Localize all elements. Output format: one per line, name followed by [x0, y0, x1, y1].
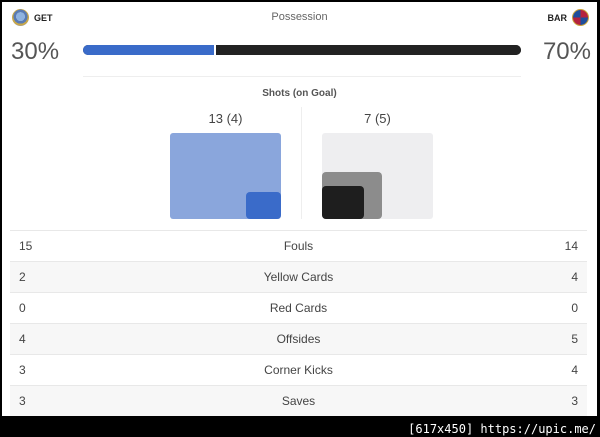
home-team: GET: [12, 9, 53, 26]
home-possession-pct: 30%: [11, 38, 60, 65]
possession-title: Possession: [271, 11, 328, 23]
stat-label: Fouls: [283, 239, 314, 253]
possession-bar-away: [214, 45, 521, 55]
stat-away-value: 4: [571, 363, 578, 377]
away-team-name: BAR: [547, 12, 568, 23]
getafe-crest-icon: [12, 9, 29, 26]
stat-away-value: 14: [564, 239, 578, 253]
stat-home-value: 3: [19, 363, 26, 377]
possession-bar-home: [83, 45, 215, 55]
stat-row: 2 Yellow Cards 4: [10, 261, 587, 292]
stat-row: 3 Corner Kicks 4: [10, 354, 587, 385]
stat-home-value: 2: [19, 270, 26, 284]
stat-label: Corner Kicks: [264, 363, 333, 377]
stat-row: 15 Fouls 14: [10, 230, 587, 261]
stat-home-value: 0: [19, 301, 26, 315]
stat-row: 4 Offsides 5: [10, 323, 587, 354]
home-team-name: GET: [34, 12, 53, 23]
stats-table: 15 Fouls 14 2 Yellow Cards 4 0 Red Cards 0 4 Offsi…: [10, 230, 587, 416]
watermark: [617x450] https://upic.me/: [408, 422, 596, 436]
away-team: BAR: [547, 9, 589, 26]
home-on-goal-box: [246, 192, 281, 219]
match-stats-card: GET Possession BAR 30% 70% Shots (on Goa…: [2, 2, 597, 416]
away-shots-label: 7 (5): [364, 111, 391, 126]
shots-divider: [301, 107, 302, 219]
stat-home-value: 3: [19, 394, 26, 408]
away-shots-box: [322, 133, 433, 219]
stat-home-value: 15: [19, 239, 33, 253]
stat-away-value: 5: [571, 332, 578, 346]
stat-away-value: 4: [571, 270, 578, 284]
stat-label: Yellow Cards: [263, 270, 334, 284]
away-on-goal-box: [322, 186, 364, 219]
divider: [83, 76, 521, 77]
stat-away-value: 0: [571, 301, 578, 315]
home-shots-box: [170, 133, 281, 219]
barcelona-crest-icon: [572, 9, 589, 26]
stat-label: Red Cards: [269, 301, 328, 315]
shots-title: Shots (on Goal): [262, 88, 337, 99]
stat-label: Offsides: [276, 332, 321, 346]
possession-bar: [83, 45, 521, 55]
stat-away-value: 3: [571, 394, 578, 408]
stat-label: Saves: [281, 394, 316, 408]
stat-home-value: 4: [19, 332, 26, 346]
stat-row: 0 Red Cards 0: [10, 292, 587, 323]
stat-row: 3 Saves 3: [10, 385, 587, 416]
home-shots-label: 13 (4): [208, 111, 243, 126]
away-possession-pct: 70%: [542, 38, 591, 65]
